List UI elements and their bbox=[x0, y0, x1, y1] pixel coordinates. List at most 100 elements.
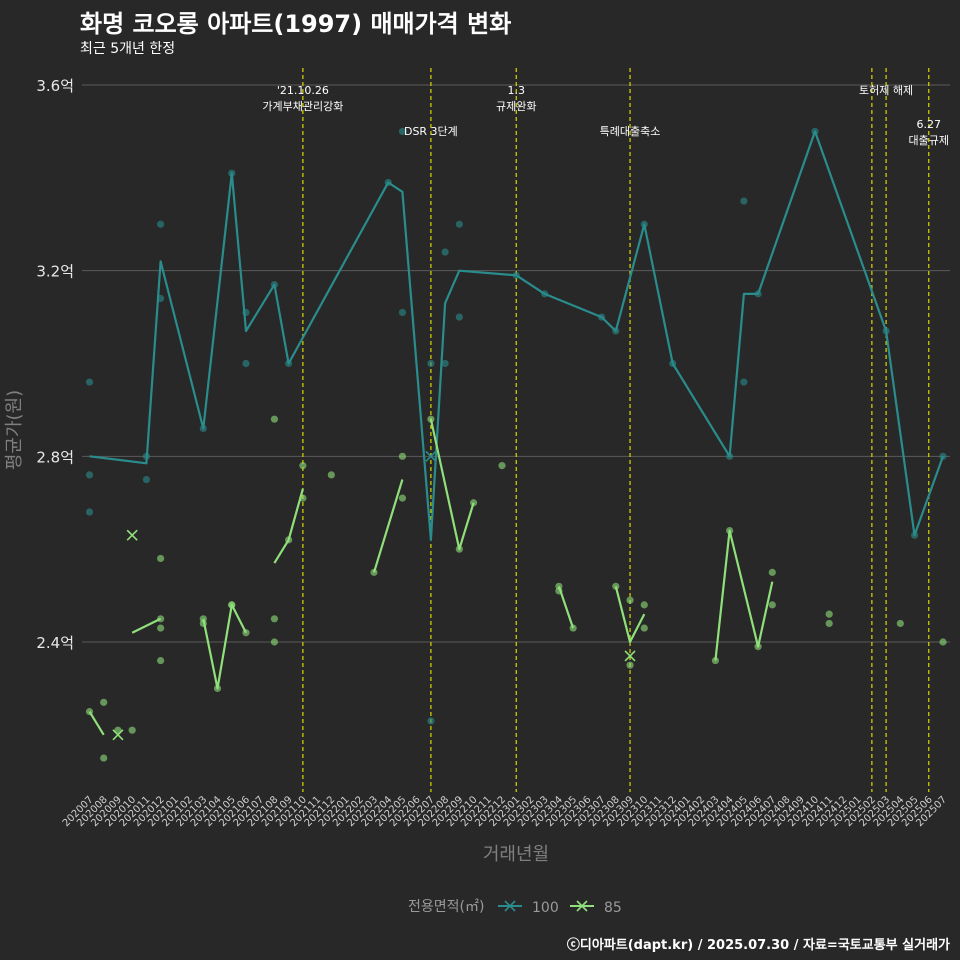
y-tick-label: 3.6억 bbox=[36, 77, 74, 95]
x-axis-title: 거래년월 bbox=[483, 844, 549, 865]
data-point-100 bbox=[441, 248, 449, 256]
data-point-85 bbox=[455, 545, 463, 553]
data-point-85 bbox=[299, 462, 307, 470]
data-point-100 bbox=[612, 327, 620, 335]
event-label: 특례대출축소 bbox=[600, 125, 661, 138]
cross-point-85 bbox=[112, 729, 124, 741]
y-tick-label: 3.2억 bbox=[36, 263, 74, 281]
data-point-100 bbox=[157, 294, 165, 303]
data-point-85 bbox=[640, 624, 648, 632]
data-point-100 bbox=[398, 308, 407, 317]
data-point-100 bbox=[85, 378, 94, 386]
y-axis-title: 평균가(원) bbox=[4, 390, 25, 470]
data-point-85 bbox=[270, 615, 279, 623]
data-point-85 bbox=[213, 684, 222, 693]
source-caption: ⓒ디아파트(dapt.kr) / 2025.07.30 / 자료=국토교통부 실… bbox=[566, 938, 950, 953]
data-point-100 bbox=[142, 452, 150, 460]
data-point-85 bbox=[157, 624, 165, 632]
data-point-85 bbox=[100, 698, 108, 706]
data-point-85 bbox=[711, 656, 720, 665]
legend-key-cross bbox=[504, 900, 516, 912]
data-point-85 bbox=[768, 568, 776, 576]
legend-title: 전용면적(㎡) bbox=[408, 899, 484, 915]
data-point-85 bbox=[242, 629, 250, 637]
data-point-100 bbox=[512, 271, 520, 279]
data-point-85 bbox=[157, 554, 165, 563]
data-point-85 bbox=[939, 638, 947, 646]
data-point-85 bbox=[270, 415, 279, 423]
y-tick-label: 2.4억 bbox=[36, 634, 74, 652]
data-point-100 bbox=[669, 359, 677, 368]
data-point-85 bbox=[726, 527, 734, 535]
series-line-85 bbox=[714, 529, 774, 661]
data-point-85 bbox=[469, 499, 478, 507]
data-point-100 bbox=[882, 327, 890, 335]
cross-point-85 bbox=[624, 650, 636, 662]
data-point-85 bbox=[555, 587, 563, 595]
data-point-85 bbox=[612, 582, 620, 590]
data-point-85 bbox=[427, 415, 435, 423]
data-point-100 bbox=[85, 471, 94, 479]
data-point-85 bbox=[157, 656, 165, 665]
data-point-85 bbox=[626, 661, 634, 669]
data-point-100 bbox=[142, 475, 150, 484]
data-point-85 bbox=[825, 619, 833, 628]
cross-point-85 bbox=[126, 529, 138, 541]
data-point-85 bbox=[299, 494, 307, 502]
series-line-85 bbox=[614, 586, 646, 644]
series-line-85 bbox=[88, 711, 105, 736]
event-label: 6.27 bbox=[917, 118, 942, 131]
event-label: 대출규제 bbox=[909, 134, 949, 147]
data-point-85 bbox=[157, 615, 165, 623]
data-point-85 bbox=[228, 601, 236, 609]
chart-subtitle: 최근 5개년 한정 bbox=[80, 41, 176, 57]
data-point-100 bbox=[199, 424, 207, 433]
legend-label: 100 bbox=[532, 900, 559, 916]
y-tick-label: 2.8억 bbox=[36, 448, 74, 466]
data-point-100 bbox=[455, 220, 463, 228]
legend-key-cross bbox=[576, 900, 588, 912]
series-line-85 bbox=[202, 603, 247, 690]
data-point-85 bbox=[85, 708, 94, 716]
data-point-85 bbox=[398, 494, 407, 502]
data-point-85 bbox=[896, 619, 904, 628]
series-85 bbox=[85, 415, 947, 762]
data-point-100 bbox=[85, 508, 94, 516]
data-point-85 bbox=[569, 624, 577, 632]
data-point-85 bbox=[128, 726, 136, 734]
data-point-100 bbox=[384, 178, 392, 187]
data-point-100 bbox=[242, 308, 250, 317]
data-point-100 bbox=[427, 717, 435, 725]
data-point-100 bbox=[427, 359, 435, 368]
data-point-100 bbox=[157, 220, 165, 228]
data-point-85 bbox=[825, 610, 833, 618]
data-point-100 bbox=[270, 280, 279, 289]
data-point-100 bbox=[910, 531, 919, 539]
series-line-85 bbox=[372, 479, 404, 573]
chart-title: 화명 코오롱 아파트(1997) 매매가격 변화 bbox=[80, 10, 512, 38]
data-point-100 bbox=[811, 127, 819, 136]
event-label: DSR 3단계 bbox=[404, 125, 458, 138]
data-point-100 bbox=[455, 313, 463, 321]
series-line-85 bbox=[131, 617, 162, 634]
data-point-100 bbox=[541, 290, 549, 298]
event-label: 토허제 해제 bbox=[859, 83, 913, 97]
series-line-85 bbox=[273, 488, 304, 564]
data-point-100 bbox=[398, 127, 407, 136]
data-point-85 bbox=[270, 638, 279, 646]
data-point-100 bbox=[598, 313, 606, 321]
data-point-100 bbox=[754, 290, 762, 298]
data-point-85 bbox=[626, 596, 634, 604]
data-point-85 bbox=[285, 536, 293, 544]
data-point-85 bbox=[327, 471, 335, 479]
data-point-100 bbox=[242, 359, 250, 368]
data-point-85 bbox=[640, 601, 648, 609]
data-point-85 bbox=[100, 754, 108, 762]
data-point-100 bbox=[740, 197, 748, 205]
legend-label: 85 bbox=[604, 900, 622, 916]
event-label: 규제완화 bbox=[496, 100, 536, 113]
event-label: 1.3 bbox=[508, 84, 526, 97]
data-point-85 bbox=[370, 568, 378, 576]
data-point-100 bbox=[441, 359, 449, 368]
